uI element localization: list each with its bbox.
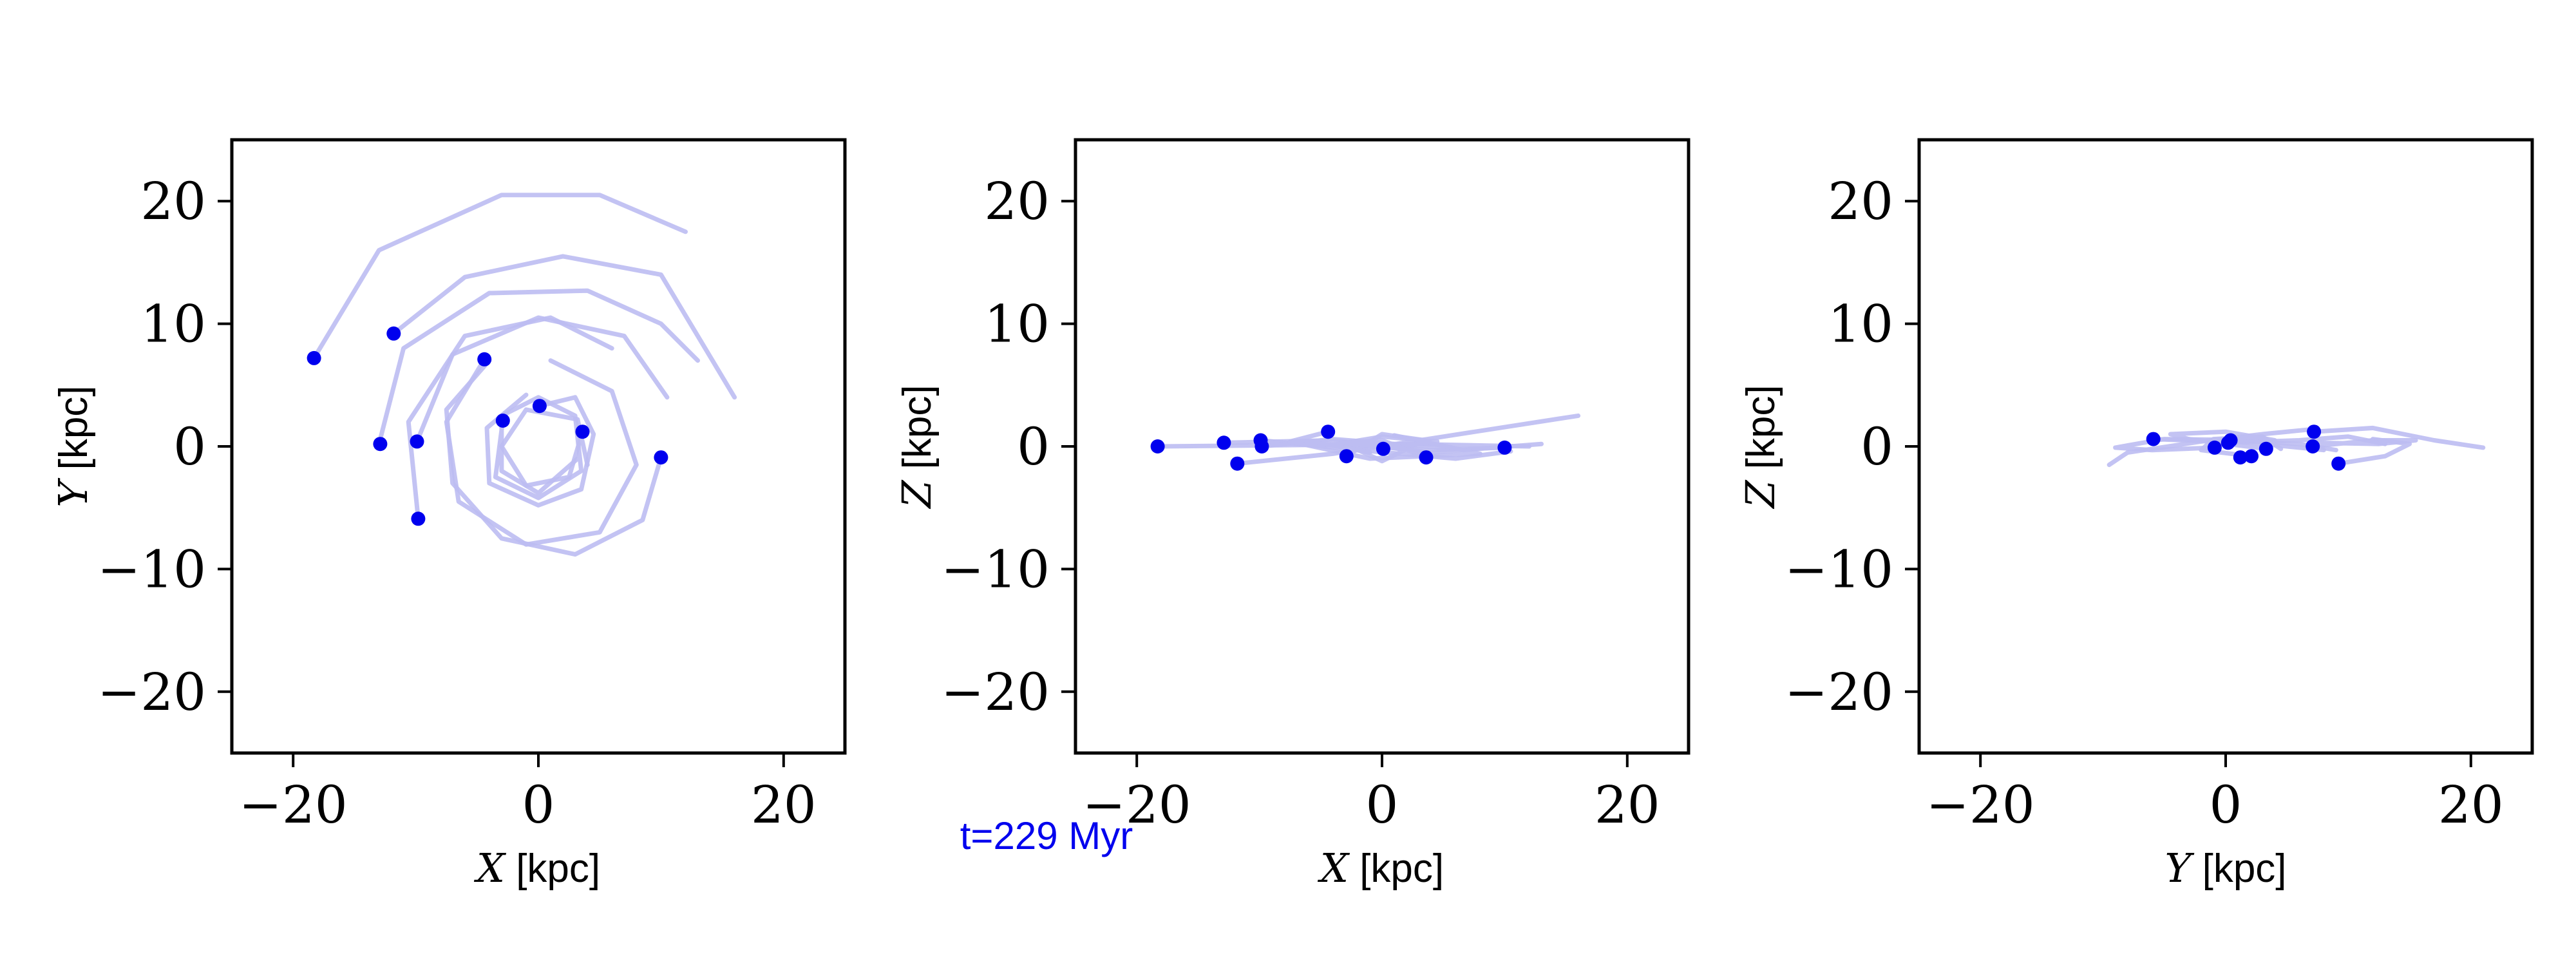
data-point-4 [2259, 441, 2273, 456]
data-point-7 [373, 437, 388, 452]
orbit-trail-4 [415, 315, 670, 444]
data-point-1 [307, 350, 321, 365]
y-tick-label: 0 [1861, 417, 1893, 477]
y-tick-label: 20 [984, 171, 1050, 231]
y-tick-label: 0 [1017, 417, 1050, 477]
orbit-trail-7 [1287, 429, 1482, 461]
orbit-trail-1 [312, 193, 688, 361]
data-point-6 [1321, 425, 1336, 439]
panel-xy: −20 0 20 −20 −10 0 10 20 X [kpc] Y [kpc] [50, 138, 847, 892]
panel-xz: −20 0 20 −20 −10 0 10 20 X [kpc] Z [kpc] [893, 138, 1690, 892]
data-point-9 [1419, 450, 1434, 465]
data-point-10 [1497, 440, 1512, 455]
points [307, 326, 668, 526]
x-tick-label: 20 [751, 775, 817, 835]
time-label: t=229 Myr [960, 814, 1133, 857]
data-point-9 [654, 450, 668, 465]
data-point-1 [2307, 425, 2322, 439]
panel-yz: −20 0 20 −20 −10 0 10 20 Y [kpc] Z [kpc] [1737, 138, 2534, 892]
orbit-trail-5 [406, 315, 614, 521]
data-point-10 [411, 511, 426, 526]
orbit-trail-2 [391, 254, 737, 400]
data-point-4 [532, 399, 547, 414]
y-tick-label: 20 [1828, 171, 1893, 231]
orbit-trail-3 [2309, 438, 2418, 449]
y-tick-label: 10 [1828, 294, 1893, 354]
x-axis-label: X [kpc] [1318, 844, 1444, 892]
data-point-9 [2207, 440, 2222, 455]
data-point-6 [2233, 450, 2248, 465]
y-tick-label: −20 [1785, 662, 1893, 722]
data-point-8 [1376, 441, 1390, 456]
orbit-trail-6 [444, 358, 663, 557]
data-point-1 [1150, 439, 1165, 453]
x-tick-label: 0 [1366, 775, 1399, 835]
x-tick-label: 0 [2210, 775, 2242, 835]
x-tick-label: 20 [2438, 775, 2504, 835]
data-point-5 [1255, 439, 1269, 453]
orbit-trail-7 [444, 357, 639, 547]
data-point-5 [2244, 449, 2259, 464]
y-axis-label: Y [kpc] [50, 385, 97, 507]
data-point-8 [2223, 433, 2238, 448]
y-tick-label: −10 [941, 539, 1050, 599]
data-point-6 [575, 425, 590, 439]
trails [2107, 425, 2486, 468]
y-axis-label: Z [kpc] [893, 385, 940, 509]
y-tick-label: 10 [984, 294, 1050, 354]
orbit-trail-3 [377, 288, 700, 446]
x-axis-label: X [kpc] [474, 844, 600, 892]
data-point-2 [1217, 435, 1231, 450]
x-tick-label: −20 [1926, 775, 2035, 835]
data-point-3 [1230, 456, 1245, 471]
y-tick-label: 20 [140, 171, 206, 231]
points [1150, 425, 1512, 471]
x-tick-label: 0 [522, 775, 555, 835]
data-point-3 [2306, 439, 2320, 453]
points [2146, 425, 2346, 471]
x-tick-label: −20 [239, 775, 348, 835]
y-tick-label: 10 [140, 294, 206, 354]
y-tick-label: −10 [1785, 539, 1893, 599]
y-axis-label: Z [kpc] [1737, 385, 1784, 509]
orbit-trail-1 [2311, 425, 2486, 450]
data-point-10 [2146, 432, 2161, 446]
data-point-2 [2331, 456, 2346, 471]
data-point-7 [1339, 449, 1354, 464]
x-axis-label: Y [kpc] [2164, 844, 2286, 892]
y-tick-label: −20 [97, 662, 206, 722]
orbit-trail-9 [1328, 434, 1440, 455]
trails [312, 193, 737, 557]
y-tick-label: 0 [173, 417, 206, 477]
orbit-trail-8 [493, 395, 584, 501]
data-point-8 [410, 434, 424, 449]
data-point-3 [477, 352, 492, 367]
data-point-2 [386, 326, 401, 341]
y-tick-label: −10 [97, 539, 206, 599]
y-tick-label: −20 [941, 662, 1050, 722]
plot-frame [230, 138, 847, 755]
x-tick-label: −20 [1083, 775, 1191, 835]
data-point-5 [495, 414, 510, 428]
x-tick-label: 20 [1595, 775, 1660, 835]
orbit-trail-9 [484, 392, 596, 508]
orbit-trail-10 [499, 407, 590, 488]
